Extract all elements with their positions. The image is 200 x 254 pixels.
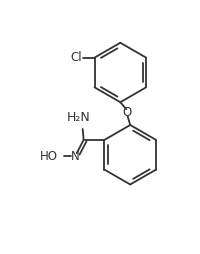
Text: N: N bbox=[70, 150, 79, 163]
Text: H₂N: H₂N bbox=[67, 111, 90, 124]
Text: O: O bbox=[122, 106, 131, 119]
Text: HO: HO bbox=[40, 150, 58, 163]
Text: Cl: Cl bbox=[70, 51, 81, 64]
